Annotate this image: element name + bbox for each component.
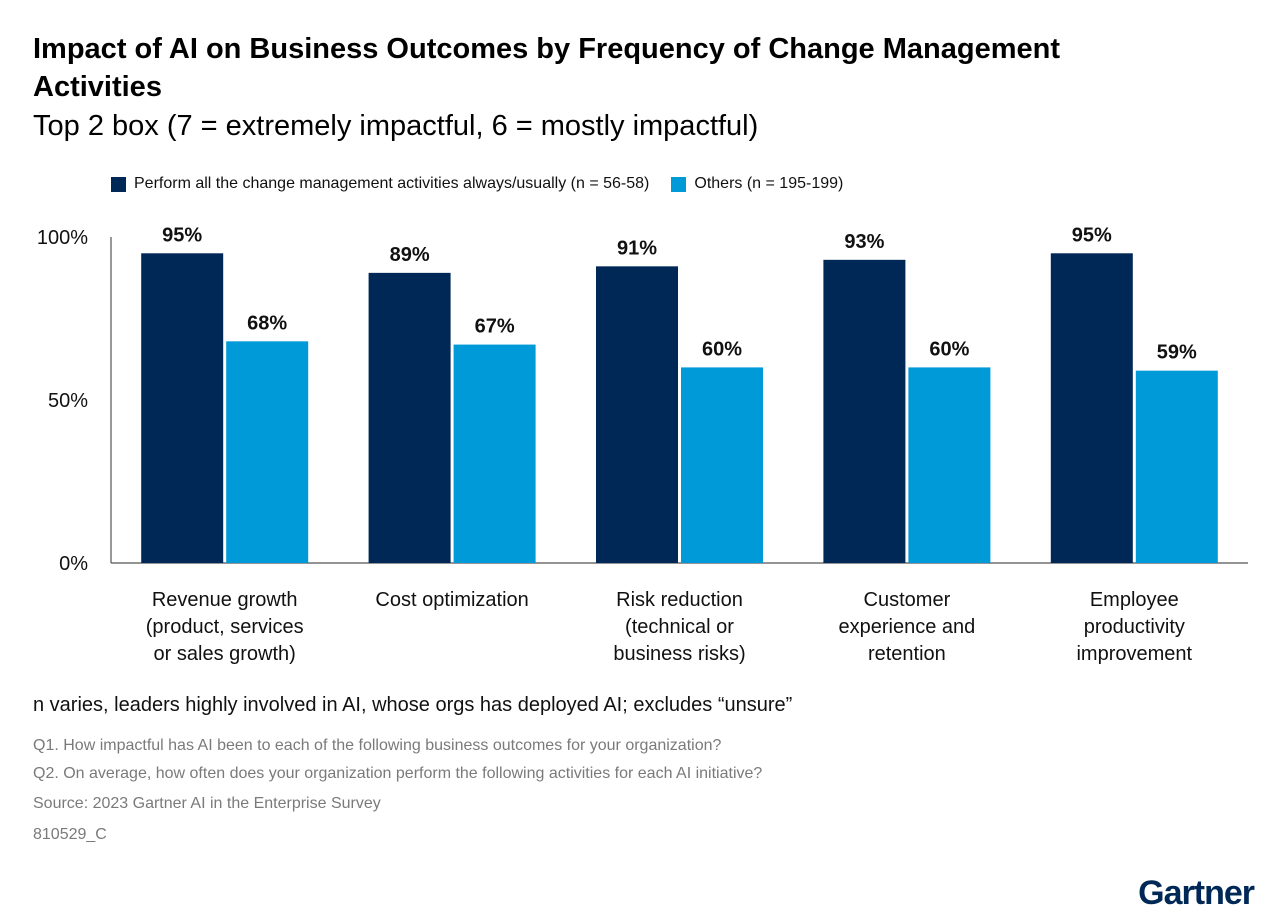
chart-title: Impact of AI on Business Outcomes by Fre… <box>33 33 1060 103</box>
x-tick-label: Cost optimization <box>375 589 528 611</box>
legend-label-series-2: Others (n = 195-199) <box>694 175 844 192</box>
question-2: Q2. On average, how often does your orga… <box>33 765 763 782</box>
bar-perform-all <box>368 272 451 563</box>
legend: Perform all the change management activi… <box>111 175 865 193</box>
chart-subtitle: Top 2 box (7 = extremely impactful, 6 = … <box>33 110 759 142</box>
data-label: 60% <box>702 338 742 360</box>
bar-others <box>1135 370 1218 563</box>
legend-swatch-series-2 <box>671 176 687 192</box>
x-tick-label: improvement <box>1076 643 1192 665</box>
bar-perform-all <box>1050 253 1133 564</box>
x-tick-label: (technical or <box>625 616 734 638</box>
question-1: Q1. How impactful has AI been to each of… <box>33 737 722 754</box>
data-label: 93% <box>844 231 884 253</box>
x-tick-label: business risks) <box>613 643 745 665</box>
x-tick-label: or sales growth) <box>154 643 296 665</box>
bar-others <box>226 341 309 563</box>
data-label: 59% <box>1157 342 1197 364</box>
source-note: Source: 2023 Gartner AI in the Enterpris… <box>33 795 381 812</box>
figure-id: 810529_C <box>33 826 107 843</box>
legend-label-series-1: Perform all the change management activi… <box>134 175 650 192</box>
bar-others <box>453 344 536 563</box>
gartner-logo: Gartner <box>1138 874 1255 912</box>
x-tick-label: Revenue growth <box>152 589 298 611</box>
footnote: n varies, leaders highly involved in AI,… <box>33 694 793 716</box>
x-tick-label: (product, services <box>146 616 304 638</box>
bar-perform-all <box>596 266 678 563</box>
data-label: 95% <box>162 224 202 246</box>
bar-others <box>908 367 991 563</box>
bar-chart: 0% 50% 100% 95% 68% Revenue growth (product, s… <box>37 224 1248 665</box>
y-tick-label: 50% <box>48 390 88 412</box>
x-tick-label: Risk reduction <box>616 589 743 611</box>
bar-others <box>681 367 763 563</box>
data-label: 89% <box>390 244 430 266</box>
x-tick-label: experience and <box>839 616 976 638</box>
legend-item-series-1: Perform all the change management activi… <box>111 175 649 193</box>
y-tick-label: 0% <box>59 553 88 575</box>
bar-perform-all <box>141 253 224 564</box>
data-label: 91% <box>617 237 657 259</box>
data-label: 60% <box>929 338 969 360</box>
data-label: 67% <box>475 316 515 338</box>
bar-perform-all <box>823 259 906 563</box>
legend-swatch-series-1 <box>111 176 126 192</box>
data-label: 95% <box>1072 224 1112 246</box>
legend-item-series-2: Others (n = 195-199) <box>671 175 843 193</box>
x-tick-label: Customer <box>864 589 951 611</box>
data-label: 68% <box>247 312 287 334</box>
x-tick-label: Employee <box>1090 589 1179 611</box>
x-tick-label: productivity <box>1084 616 1185 638</box>
x-tick-label: retention <box>868 643 946 665</box>
y-tick-label: 100% <box>37 227 88 249</box>
